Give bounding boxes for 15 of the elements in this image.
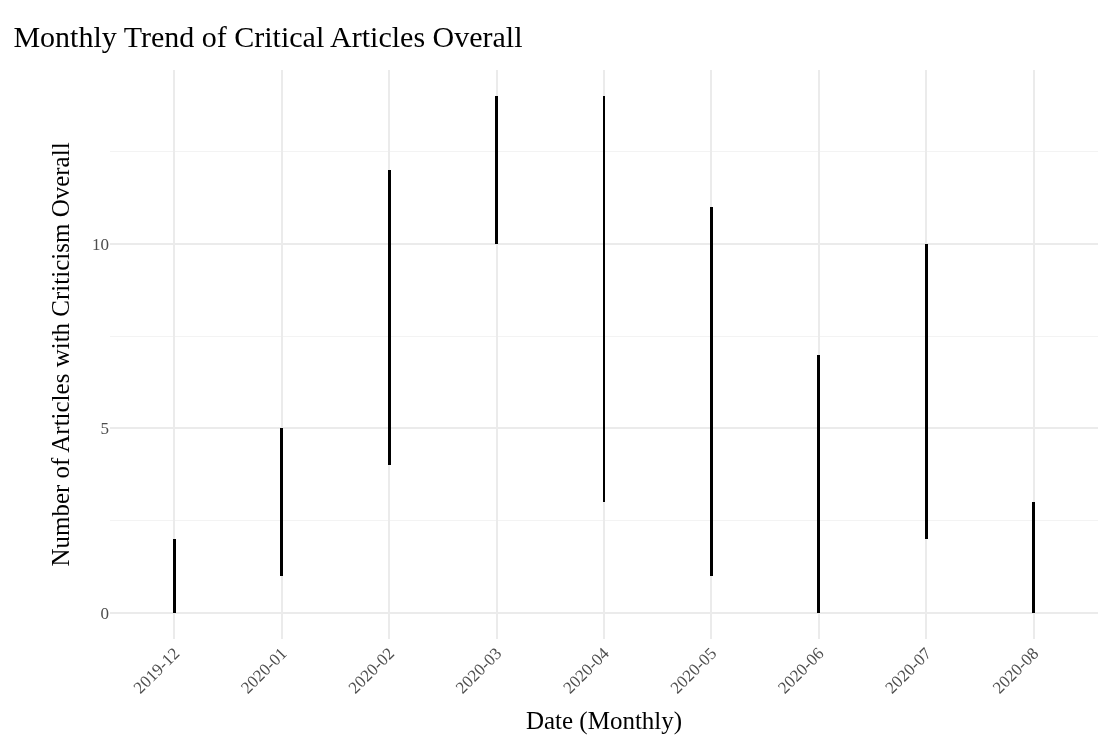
bar [817,355,820,613]
y-tick-label: 5 [100,419,109,439]
bar [173,539,176,613]
bar [925,244,928,539]
chart-title: Monthly Trend of Critical Articles Overall [13,20,523,54]
y-axis-title: Number of Articles with Criticism Overall [46,142,74,567]
y-tick-label: 10 [92,234,109,254]
x-axis-title: Date (Monthly) [525,707,683,736]
bar [388,170,391,465]
bar [1032,502,1035,613]
bar [280,428,283,576]
bar [710,207,713,576]
bar [603,96,605,502]
y-tick-label: 0 [100,604,109,624]
bar [495,96,498,244]
